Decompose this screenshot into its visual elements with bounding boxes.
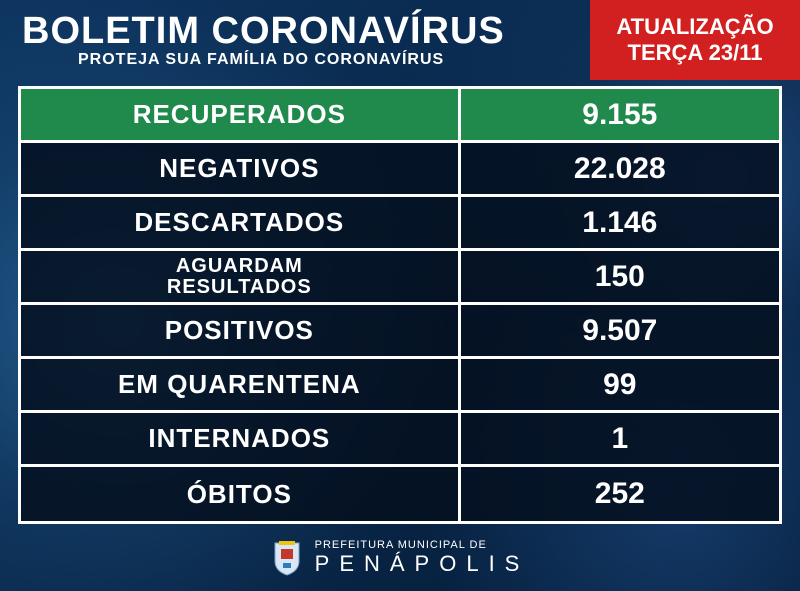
stat-value: 252 xyxy=(461,467,779,521)
stat-value: 22.028 xyxy=(461,143,779,194)
title-block: BOLETIM CORONAVÍRUS PROTEJA SUA FAMÍLIA … xyxy=(0,0,590,80)
header: BOLETIM CORONAVÍRUS PROTEJA SUA FAMÍLIA … xyxy=(0,0,800,80)
update-line1: ATUALIZAÇÃO xyxy=(616,14,773,40)
table-row: POSITIVOS9.507 xyxy=(21,305,779,359)
stat-label: EM QUARENTENA xyxy=(21,359,461,410)
table-row: EM QUARENTENA99 xyxy=(21,359,779,413)
footer-line2: PENÁPOLIS xyxy=(315,552,530,575)
stat-value: 150 xyxy=(461,251,779,302)
footer-line1: PREFEITURA MUNICIPAL DE xyxy=(315,540,530,552)
stat-label: INTERNADOS xyxy=(21,413,461,464)
stat-value: 9.507 xyxy=(461,305,779,356)
stat-label: ÓBITOS xyxy=(21,467,461,521)
table-row: ÓBITOS252 xyxy=(21,467,779,521)
subtitle: PROTEJA SUA FAMÍLIA DO CORONAVÍRUS xyxy=(22,51,590,69)
update-box: ATUALIZAÇÃO TERÇA 23/11 xyxy=(590,0,800,80)
stat-label: POSITIVOS xyxy=(21,305,461,356)
table-row: DESCARTADOS1.146 xyxy=(21,197,779,251)
stat-label: DESCARTADOS xyxy=(21,197,461,248)
table-row: INTERNADOS1 xyxy=(21,413,779,467)
table-row: RECUPERADOS9.155 xyxy=(21,89,779,143)
stat-label: RECUPERADOS xyxy=(21,89,461,140)
table-row: AGUARDAM RESULTADOS150 xyxy=(21,251,779,305)
stat-label: AGUARDAM RESULTADOS xyxy=(21,251,461,302)
stat-value: 1 xyxy=(461,413,779,464)
stat-value: 9.155 xyxy=(461,89,779,140)
table-row: NEGATIVOS22.028 xyxy=(21,143,779,197)
footer: PREFEITURA MUNICIPAL DE PENÁPOLIS xyxy=(0,524,800,591)
city-crest-icon xyxy=(271,539,303,577)
stats-table: RECUPERADOS9.155NEGATIVOS22.028DESCARTAD… xyxy=(18,86,782,524)
stat-value: 99 xyxy=(461,359,779,410)
update-line2: TERÇA 23/11 xyxy=(628,40,763,66)
footer-text: PREFEITURA MUNICIPAL DE PENÁPOLIS xyxy=(315,540,530,575)
bulletin-container: BOLETIM CORONAVÍRUS PROTEJA SUA FAMÍLIA … xyxy=(0,0,800,591)
stat-value: 1.146 xyxy=(461,197,779,248)
main-title: BOLETIM CORONAVÍRUS xyxy=(22,10,590,53)
stat-label: NEGATIVOS xyxy=(21,143,461,194)
